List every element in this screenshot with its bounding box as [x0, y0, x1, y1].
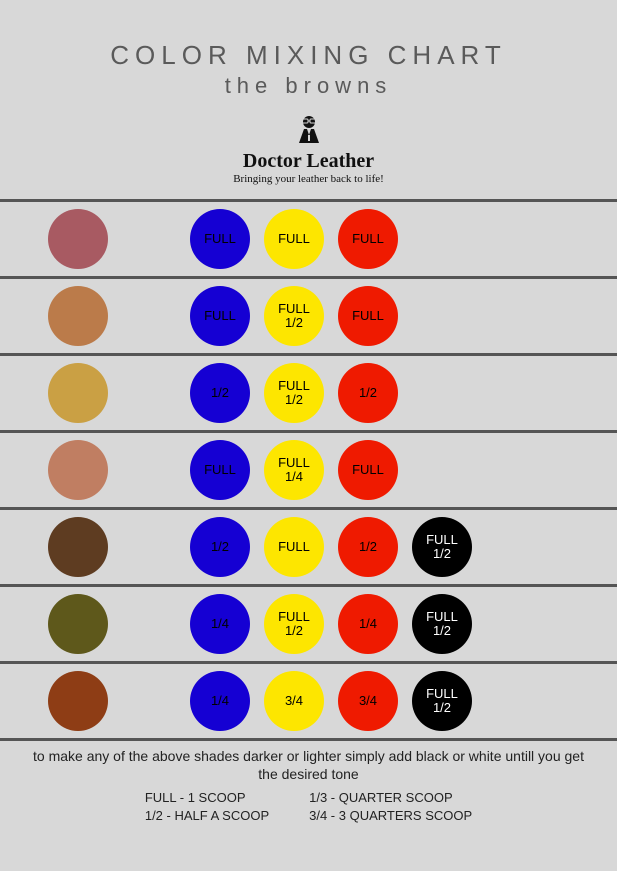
scoop-label: FULL: [278, 456, 310, 470]
red-scoop: FULL: [338, 286, 398, 346]
yellow-scoop: FULL1/2: [264, 594, 324, 654]
black-scoop: FULL1/2: [412, 594, 472, 654]
legend-left: FULL - 1 SCOOP 1/2 - HALF A SCOOP: [145, 789, 269, 824]
chart-row: 1/2FULL1/21/2: [0, 356, 617, 433]
chart-row: FULLFULL1/2FULL: [0, 279, 617, 356]
legend-item: 1/2 - HALF A SCOOP: [145, 807, 269, 825]
scoop-label: FULL: [278, 379, 310, 393]
red-scoop: FULL: [338, 440, 398, 500]
legend-item: 3/4 - 3 QUARTERS SCOOP: [309, 807, 472, 825]
result-swatch: [48, 594, 108, 654]
scoop-label: 1/2: [359, 540, 377, 554]
scoop-label: FULL: [352, 463, 384, 477]
yellow-scoop: FULL1/2: [264, 363, 324, 423]
footnote: to make any of the above shades darker o…: [0, 747, 617, 783]
chart-title: COLOR MIXING CHART: [0, 40, 617, 71]
scoop-label: FULL: [204, 232, 236, 246]
yellow-scoop: FULL1/2: [264, 286, 324, 346]
yellow-scoop: FULL1/4: [264, 440, 324, 500]
scoop-label: FULL: [426, 533, 458, 547]
scoop-label: 1/2: [211, 540, 229, 554]
blue-scoop: FULL: [190, 440, 250, 500]
scoop-label: 1/4: [211, 617, 229, 631]
logo-block: Doctor Leather Bringing your leather bac…: [0, 113, 617, 185]
scoop-label: 1/4: [285, 470, 303, 484]
scoop-label: FULL: [278, 302, 310, 316]
scoop-label: 1/2: [433, 547, 451, 561]
scoop-label: FULL: [352, 309, 384, 323]
red-scoop: 3/4: [338, 671, 398, 731]
brand-name: Doctor Leather: [0, 150, 617, 173]
chart-row: FULL FULL FULL: [0, 202, 617, 279]
legend-item: 1/3 - QUARTER SCOOP: [309, 789, 472, 807]
red-scoop: 1/2: [338, 517, 398, 577]
scoop-label: FULL: [278, 540, 310, 554]
scoop-label: 1/2: [211, 386, 229, 400]
red-scoop: FULL: [338, 209, 398, 269]
yellow-scoop: FULL: [264, 517, 324, 577]
blue-scoop: 1/2: [190, 363, 250, 423]
blue-scoop: 1/2: [190, 517, 250, 577]
scoop-label: FULL: [426, 610, 458, 624]
legend-right: 1/3 - QUARTER SCOOP 3/4 - 3 QUARTERS SCO…: [309, 789, 472, 824]
scoop-label: 1/2: [359, 386, 377, 400]
legend: FULL - 1 SCOOP 1/2 - HALF A SCOOP 1/3 - …: [0, 789, 617, 824]
result-swatch: [48, 671, 108, 731]
result-swatch: [48, 209, 108, 269]
chart-row: 1/4 3/4 3/4 FULL1/2: [0, 664, 617, 741]
brand-tagline: Bringing your leather back to life!: [0, 173, 617, 185]
black-scoop: FULL1/2: [412, 517, 472, 577]
scoop-label: 1/4: [211, 694, 229, 708]
blue-scoop: FULL: [190, 209, 250, 269]
scoop-label: 3/4: [285, 694, 303, 708]
blue-scoop: FULL: [190, 286, 250, 346]
chart-row: 1/4FULL1/21/4FULL1/2: [0, 587, 617, 664]
scoop-label: FULL: [352, 232, 384, 246]
scoop-label: FULL: [278, 610, 310, 624]
scoop-label: 1/2: [285, 393, 303, 407]
result-swatch: [48, 440, 108, 500]
result-swatch: [48, 517, 108, 577]
blue-scoop: 1/4: [190, 671, 250, 731]
yellow-scoop: 3/4: [264, 671, 324, 731]
black-scoop: FULL1/2: [412, 671, 472, 731]
result-swatch: [48, 363, 108, 423]
page: COLOR MIXING CHART the browns Doctor Lea…: [0, 0, 617, 871]
scoop-label: FULL: [278, 232, 310, 246]
scoop-label: 3/4: [359, 694, 377, 708]
scoop-label: 1/2: [433, 624, 451, 638]
mixing-chart: FULLFULLFULLFULLFULL1/2FULL1/2FULL1/21/2…: [0, 199, 617, 741]
blue-scoop: 1/4: [190, 594, 250, 654]
scoop-label: FULL: [204, 309, 236, 323]
doctor-icon: [292, 113, 326, 148]
scoop-label: 1/4: [359, 617, 377, 631]
scoop-label: 1/2: [433, 701, 451, 715]
scoop-label: 1/2: [285, 316, 303, 330]
chart-row: FULLFULL1/4FULL: [0, 433, 617, 510]
chart-subtitle: the browns: [0, 73, 617, 99]
red-scoop: 1/4: [338, 594, 398, 654]
result-swatch: [48, 286, 108, 346]
red-scoop: 1/2: [338, 363, 398, 423]
scoop-label: 1/2: [285, 624, 303, 638]
yellow-scoop: FULL: [264, 209, 324, 269]
scoop-label: FULL: [426, 687, 458, 701]
legend-item: FULL - 1 SCOOP: [145, 789, 269, 807]
scoop-label: FULL: [204, 463, 236, 477]
chart-row: 1/2FULL1/2FULL1/2: [0, 510, 617, 587]
